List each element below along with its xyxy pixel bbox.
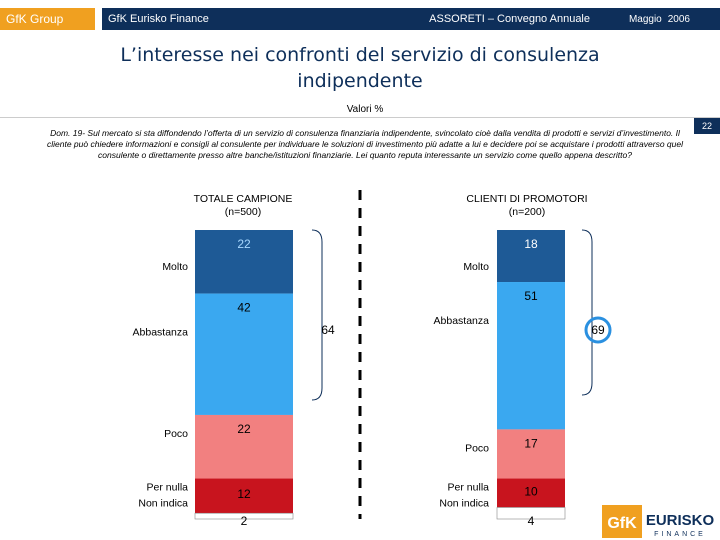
separator-line [0,117,720,118]
bar-segment-1-1 [497,282,565,430]
company-label: GfK Eurisko Finance [102,8,226,30]
category-label-0-2-0: Poco [164,428,188,440]
bar-segment-0-1 [195,293,293,415]
category-label-0-1-0: Abbastanza [133,327,189,339]
bar-segment-0-3 [195,478,293,514]
value-label-0-3: 12 [237,487,251,501]
logo-name: EURISKO [646,512,715,529]
top-bar: GfK Group GfK Eurisko Finance ASSORETI –… [0,0,720,30]
category-label-1-2-0: Poco [465,442,489,454]
value-label-1-0: 18 [524,237,538,251]
value-label-1-2: 17 [524,436,538,450]
bracket-1 [581,229,593,396]
stacked-bar-chart: TOTALE CAMPIONE(n=500) 22 42 22 12 2 Molto Abba… [133,190,612,528]
series-sample-0: (n=500) [225,206,261,218]
date-label: Maggio 2006 [598,8,720,30]
value-label-0-2: 22 [237,422,251,436]
gfk-eurisko-logo: GfK EURISKO FINANCE [602,505,715,538]
bar-segment-0-2 [195,414,293,479]
value-label-1-1: 51 [524,289,538,303]
bracket-total-0: 64 [321,323,335,337]
bar-segment-0-4 [194,512,294,520]
category-label-1-1-0: Abbastanza [434,315,490,327]
question-text: Dom. 19- Sul mercato si sta diffondendo … [47,128,683,160]
value-label-0-0: 22 [237,237,251,251]
slide-title: L’interesse nei confronti del servizio d… [0,42,720,94]
title-line-1: L’interesse nei confronti del servizio d… [120,44,600,66]
logo-badge [602,505,642,538]
category-label-0-0-0: Molto [162,261,188,273]
month-label: Maggio [628,14,662,25]
bracket-0 [311,229,323,401]
series-title-0: TOTALE CAMPIONE [194,193,293,205]
logo-sub: FINANCE [654,531,706,538]
bar-segment-1-4 [496,507,566,520]
category-label-1-3-1: Non indica [439,498,489,510]
category-label-1-0-0: Molto [463,261,489,273]
bar-segment-1-3 [497,478,565,508]
subtitle: Valori % [346,104,384,115]
title-line-2: indipendente [297,70,423,92]
bar-segment-1-2 [497,429,565,479]
category-label-1-3-0: Per nulla [448,482,490,494]
category-label-0-3-0: Per nulla [147,482,189,494]
bar-segment-1-0 [497,230,565,283]
value-label-0-1: 42 [237,301,251,315]
gfk-group-label: GfK Group [0,8,95,30]
page-number: 22 [694,118,720,134]
series-title-1: CLIENTI DI PROMOTORI [466,193,587,205]
value-label-0-4: 2 [241,514,248,528]
bracket-total-1: 69 [591,323,605,337]
event-label: ASSORETI – Convegno Annuale [226,8,598,30]
logo-brand: GfK [607,515,637,532]
category-label-0-3-1: Non indica [138,498,188,510]
value-label-1-4: 4 [528,514,535,528]
bar-segment-0-0 [195,230,293,294]
total-highlight-circle [584,316,612,344]
value-label-1-3: 10 [524,485,538,499]
series-sample-1: (n=200) [509,206,545,218]
year-label: 2006 [667,14,690,25]
